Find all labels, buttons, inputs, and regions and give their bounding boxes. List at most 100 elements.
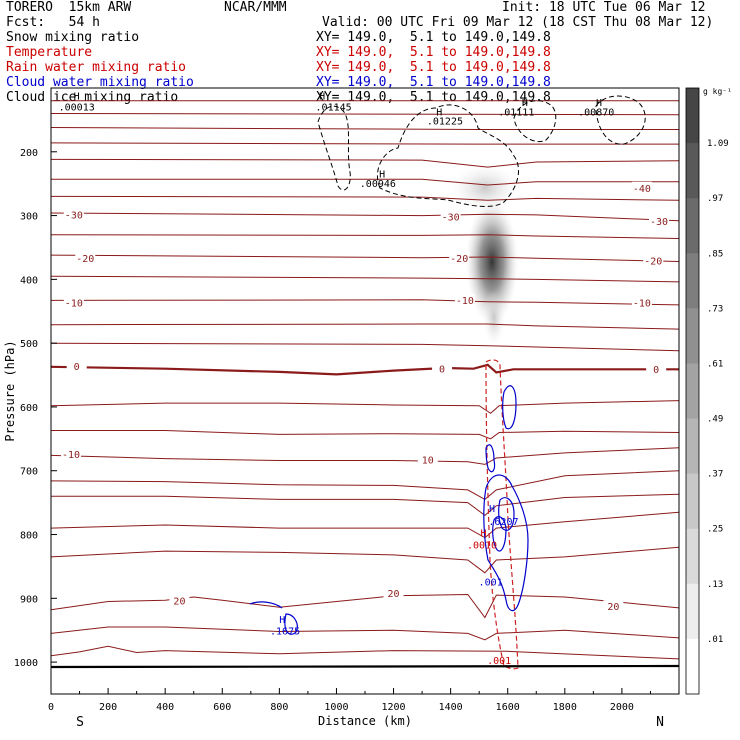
- temperature-label-16: 20: [388, 589, 400, 600]
- colorbar-segment-10: [686, 638, 699, 695]
- y-tick-label-8: 1000: [14, 658, 38, 669]
- cloud-water-label-3: H: [279, 615, 285, 626]
- temperature-label-2: -30: [442, 212, 460, 223]
- isotherm-17: [51, 447, 679, 465]
- cloud-water-contour-3: [483, 474, 529, 612]
- temperature-label-3: -30: [650, 217, 668, 228]
- isotherm-14: [51, 363, 679, 376]
- colorbar-unit: g kg⁻¹: [703, 87, 732, 96]
- surface-line: [51, 664, 679, 669]
- x-tick-label-3: 600: [213, 702, 231, 713]
- colorbar-frame: [685, 87, 700, 695]
- isotherm-22: [51, 593, 679, 619]
- colorbar-segment-8: [686, 528, 699, 585]
- temperature-label-11: 0: [439, 364, 445, 375]
- colorbar: g kg⁻¹ 1.09 .97 .85 .73 .61 .49 .37 .25 .13 .01: [685, 87, 732, 695]
- cloud-water-contour-1: [502, 385, 517, 430]
- temperature-label-bg-5: [449, 251, 470, 264]
- field-snow-name: Snow mixing ratio: [6, 30, 140, 45]
- init-time: Init: 18 UTC Tue 06 Mar 12: [502, 0, 706, 15]
- colorbar-label-8: .13: [707, 580, 723, 590]
- colorbar-label-0: 1.09: [707, 139, 729, 149]
- snow-max-label-2: .00946: [360, 179, 396, 190]
- snow-max-label-5: .00870: [578, 107, 614, 118]
- snow-max-label-1: .01145: [316, 102, 352, 113]
- temperature-label-bg-16: [383, 586, 404, 599]
- isotherm-2: [51, 127, 679, 130]
- cloud-ice-contour-4: [595, 95, 646, 145]
- temperature-label-6: -20: [644, 257, 662, 268]
- temperature-label-17: 20: [607, 602, 619, 613]
- isotherm-11: [51, 299, 679, 306]
- snow-high-marker-5: H: [596, 98, 602, 109]
- end-label-south: S: [76, 715, 84, 730]
- x-tick-label-4: 800: [270, 702, 288, 713]
- x-axis-label: Distance (km): [318, 714, 412, 728]
- cloud-water-label-0: H: [489, 504, 495, 515]
- temperature-label-bg-13: [60, 447, 81, 460]
- cloud-ice-contour-3: [513, 100, 557, 142]
- colorbar-segment-1: [686, 143, 699, 199]
- snow-max-label-3: .01225: [427, 116, 463, 127]
- y-tick-label-2: 400: [20, 275, 38, 286]
- temperature-label-7: -10: [65, 299, 83, 310]
- isotherm-20: [51, 511, 679, 539]
- temperature-label-10: 0: [74, 362, 80, 373]
- temperature-label-bg-8: [454, 294, 475, 307]
- temperature-label-0: -40: [633, 184, 651, 195]
- snow-high-marker-3: H: [436, 107, 442, 118]
- colorbar-label-4: .61: [707, 359, 723, 369]
- isotherm-3: [51, 142, 679, 145]
- colorbar-segment-0: [686, 88, 699, 144]
- isotherm-18: [51, 470, 679, 501]
- field-snow-xy: XY= 149.0, 5.1 to 149.0,149.8: [316, 30, 551, 45]
- y-axis-label: Pressure (hPa): [3, 340, 17, 441]
- field-cloudwater-name: Cloud water mixing ratio: [6, 75, 194, 90]
- y-tick-label-5: 700: [20, 467, 38, 478]
- colorbar-segment-2: [686, 198, 699, 254]
- x-tick-label-2: 400: [156, 702, 174, 713]
- rain-label-1: .0010: [467, 541, 497, 552]
- cloud-water-contour-2: [485, 444, 496, 473]
- cloud-water-label-2: .001: [479, 578, 503, 589]
- snow-max-label-0: .00013: [59, 102, 95, 113]
- y-axis: 200 300 400 500 600 700 800 900 1000: [14, 148, 57, 669]
- end-label-north: N: [656, 715, 664, 730]
- y-tick-label-1: 300: [20, 212, 38, 223]
- colorbar-segment-6: [686, 418, 699, 475]
- colorbar-label-3: .73: [707, 304, 723, 314]
- cloud-water-label-1: .6207: [488, 517, 518, 528]
- temperature-label-bg-1: [63, 208, 84, 221]
- field-rain-name: Rain water mixing ratio: [6, 60, 187, 75]
- x-tick-label-5: 1000: [324, 702, 348, 713]
- temperature-label-bg-2: [440, 210, 461, 223]
- x-tick-label-9: 1800: [553, 702, 577, 713]
- temperature-label-1: -30: [65, 211, 83, 222]
- temperature-label-bg-4: [75, 251, 96, 264]
- x-tick-label-1: 200: [99, 702, 117, 713]
- snow-high-marker-0: H: [74, 91, 80, 102]
- isotherm-8: [51, 234, 679, 239]
- colorbar-label-7: .25: [707, 525, 723, 535]
- x-axis: 0 200 400 600 800 1000 1200 1400 1600 1800 2000: [48, 688, 651, 713]
- cloud-ice-contour-1: [317, 105, 351, 191]
- snow-high-marker-2: H: [379, 169, 385, 180]
- colorbar-label-5: .49: [707, 415, 723, 425]
- isotherm-23: [51, 626, 679, 641]
- isotherm-5: [51, 178, 679, 186]
- temperature-label-bg-15: [169, 594, 190, 607]
- field-cloudwater-xy: XY= 149.0, 5.1 to 149.0,149.8: [316, 75, 551, 90]
- y-tick-label-0: 200: [20, 148, 38, 159]
- plot-area: -40 -30 -30 -30 -20 -20 -20 -10 -10 -10 0 0 0 -10 10 20…: [50, 87, 680, 695]
- temperature-label-9: -10: [633, 299, 651, 310]
- y-tick-label-3: 500: [20, 339, 38, 350]
- isotherm-1: [51, 113, 679, 116]
- temperature-label-bg-14: [417, 453, 438, 466]
- temperature-label-bg-6: [643, 254, 664, 267]
- temperature-label-bg-3: [649, 214, 670, 227]
- rain-water-contour: [485, 359, 519, 670]
- temperature-label-bg-0: [631, 181, 652, 194]
- cloud-ice-contour-2: [376, 104, 519, 207]
- field-temperature-name: Temperature: [6, 45, 93, 60]
